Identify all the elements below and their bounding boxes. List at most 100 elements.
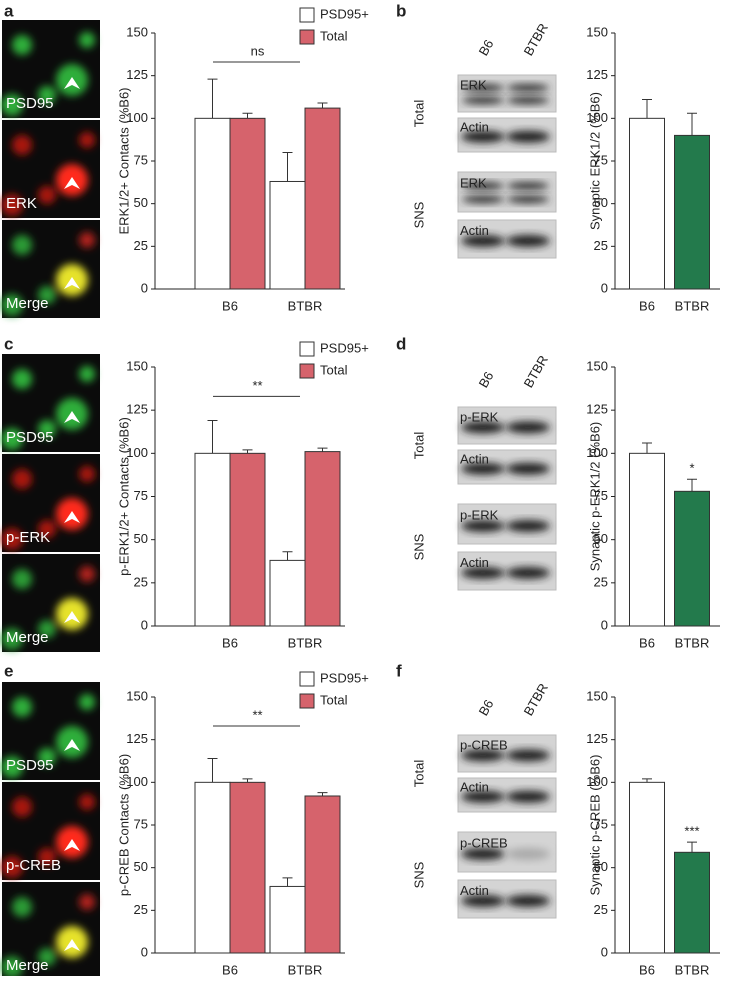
blot-band (506, 421, 550, 434)
blot-band (461, 462, 505, 475)
blot-group-label: Total (411, 100, 426, 128)
blot-band (506, 848, 550, 860)
blot-band (461, 848, 505, 860)
legend-swatch (299, 341, 315, 357)
panel-letter: a (4, 1, 14, 20)
legend-swatch (299, 29, 315, 45)
y-tick-label: 0 (141, 280, 148, 295)
x-tick-label: B6 (639, 298, 655, 313)
blot-group-label: SNS (411, 533, 426, 560)
blot-band (461, 520, 505, 532)
legend-label: PSD95+ (320, 670, 369, 685)
blob (1, 628, 23, 650)
bar (674, 134, 710, 290)
x-tick-label: BTBR (675, 635, 710, 650)
y-tick-label: 150 (586, 688, 608, 703)
error-bar (317, 102, 328, 109)
y-tick-label: 125 (586, 402, 608, 417)
error-bar (317, 792, 328, 796)
legend-label: PSD95+ (320, 6, 369, 21)
y-tick-label: 75 (134, 816, 148, 831)
bar (629, 452, 665, 627)
y-tick-label: 100 (586, 445, 608, 460)
y-tick-label: 25 (134, 902, 148, 917)
legend-swatch (299, 671, 315, 687)
x-tick-label: BTBR (288, 635, 323, 650)
blob (12, 369, 32, 389)
y-tick-label: 100 (126, 445, 148, 460)
x-tick-label: BTBR (675, 298, 710, 313)
arrowhead (64, 411, 80, 423)
error-bar (242, 449, 253, 454)
error-bar (642, 442, 652, 454)
micrograph-label: p-CREB (6, 857, 61, 874)
y-tick-label: 150 (586, 358, 608, 373)
arrowhead (64, 839, 80, 851)
blob (38, 286, 56, 304)
y-tick-label: 50 (594, 859, 608, 874)
x-tick-label: B6 (639, 962, 655, 976)
error-bar (282, 551, 293, 561)
y-tick-label: 50 (594, 195, 608, 210)
blob (79, 232, 95, 248)
error-bar (687, 478, 697, 492)
y-axis-label: Synaptic ERK1/2 (%B6) (587, 92, 602, 230)
micrograph-signal (1, 694, 95, 778)
blot-strip (457, 74, 557, 113)
blob (1, 528, 23, 550)
bar (304, 107, 341, 290)
bar (229, 117, 266, 290)
micrograph-signal (1, 32, 95, 116)
blot-strip (457, 171, 557, 213)
blob (79, 466, 95, 482)
y-tick-label: 0 (141, 617, 148, 632)
blot-band (461, 790, 505, 803)
y-tick-label: 50 (134, 195, 148, 210)
blot-group-label: SNS (411, 861, 426, 888)
arrowhead (64, 939, 80, 951)
y-axis-label: ERK1/2+ Contacts (%B6) (116, 87, 131, 234)
micrograph-label: PSD95 (6, 757, 54, 774)
blob (38, 520, 56, 538)
blob (1, 194, 23, 216)
y-tick-label: 75 (594, 816, 608, 831)
blob (12, 135, 32, 155)
micrograph-label: Merge (6, 295, 49, 312)
blot-row-label: Actin (460, 555, 489, 570)
y-tick-label: 25 (134, 238, 148, 253)
y-tick-label: 150 (586, 24, 608, 39)
blot-row-label: p-CREB (460, 835, 508, 850)
y-tick-label: 0 (601, 280, 608, 295)
error-bar (207, 757, 218, 783)
y-axis-label: p-CREB Contacts (%B6) (116, 754, 131, 896)
error-bar (317, 447, 328, 452)
y-tick-label: 125 (126, 67, 148, 82)
bar (674, 490, 710, 627)
blob (38, 420, 56, 438)
y-tick-label: 125 (586, 731, 608, 746)
lane-label: BTBR (521, 21, 551, 59)
blot-band (461, 234, 505, 247)
blob (12, 897, 32, 917)
blot-band (506, 234, 550, 247)
blot-band (461, 421, 505, 434)
y-axis-label: Synaptic p-CREB (%B6) (587, 755, 602, 896)
blot-row-label: p-CREB (460, 738, 508, 753)
error-bar (282, 151, 293, 182)
legend-label: PSD95+ (320, 340, 369, 355)
blob (1, 294, 23, 316)
blot-band (461, 894, 505, 907)
bar (194, 781, 231, 954)
bar (304, 795, 341, 954)
blot-group-label: SNS (411, 201, 426, 228)
micrograph-signal (1, 794, 95, 878)
bar (304, 451, 341, 627)
blot-row-label: Actin (460, 452, 489, 467)
significance-label: ns (251, 43, 265, 58)
bar (629, 781, 665, 954)
blob (12, 569, 32, 589)
significance-label: ** (252, 378, 262, 393)
blob (12, 469, 32, 489)
lane-label: BTBR (521, 353, 551, 391)
